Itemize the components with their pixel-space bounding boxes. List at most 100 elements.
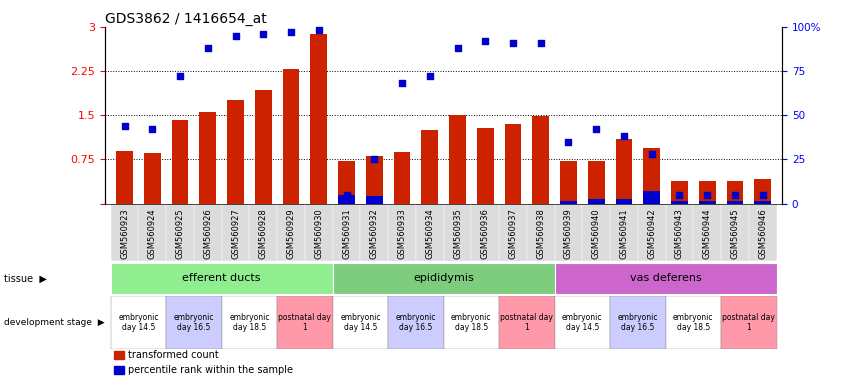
Text: GSM560939: GSM560939 (564, 208, 573, 259)
Text: efferent ducts: efferent ducts (182, 273, 261, 283)
Text: GSM560931: GSM560931 (342, 208, 351, 259)
Point (173, 73, 187, 79)
Bar (616, 139, 632, 204)
Bar (194, 204, 222, 261)
Text: embryonic
day 16.5: embryonic day 16.5 (173, 313, 214, 332)
Bar (333, 296, 389, 349)
Bar (665, 296, 721, 349)
Point (506, 40, 520, 46)
Bar (366, 197, 383, 204)
Bar (338, 195, 355, 204)
Bar (588, 161, 605, 204)
Point (118, 123, 131, 129)
Bar (693, 204, 721, 261)
Bar (560, 200, 577, 204)
Bar (671, 200, 688, 204)
Text: GSM560936: GSM560936 (481, 208, 489, 259)
Bar (477, 128, 494, 204)
Bar (338, 161, 355, 204)
Bar (144, 154, 161, 204)
Bar (588, 199, 605, 204)
Point (257, 31, 270, 37)
Bar (333, 263, 554, 294)
Text: epididymis: epididymis (413, 273, 474, 283)
Bar (366, 156, 383, 204)
Point (673, 192, 686, 198)
Bar (610, 296, 665, 349)
Point (340, 192, 353, 198)
Text: GSM560943: GSM560943 (675, 208, 684, 259)
Bar (167, 204, 194, 261)
Text: embryonic
day 14.5: embryonic day 14.5 (340, 313, 381, 332)
Text: GSM560923: GSM560923 (120, 208, 129, 259)
Bar (532, 116, 549, 204)
Point (617, 133, 631, 139)
Bar (637, 204, 665, 261)
Text: postnatal day
1: postnatal day 1 (500, 313, 553, 332)
Bar (449, 115, 466, 204)
Bar (721, 296, 776, 349)
Text: GSM560926: GSM560926 (204, 208, 212, 259)
Bar (754, 200, 771, 204)
Text: embryonic
day 14.5: embryonic day 14.5 (119, 313, 159, 332)
Bar (643, 147, 660, 204)
Legend: transformed count, percentile rank within the sample: transformed count, percentile rank withi… (110, 346, 298, 379)
Bar (250, 204, 278, 261)
Text: postnatal day
1: postnatal day 1 (722, 313, 775, 332)
Bar (139, 204, 167, 261)
Bar (560, 161, 577, 204)
Bar (505, 124, 521, 204)
Text: GSM560929: GSM560929 (287, 208, 295, 259)
Text: GSM560933: GSM560933 (398, 208, 406, 259)
Text: embryonic
day 18.5: embryonic day 18.5 (229, 313, 270, 332)
Text: embryonic
day 18.5: embryonic day 18.5 (673, 313, 714, 332)
Text: GSM560941: GSM560941 (620, 208, 628, 259)
Point (645, 151, 659, 157)
Text: embryonic
day 16.5: embryonic day 16.5 (395, 313, 436, 332)
Bar (499, 296, 554, 349)
Point (312, 27, 325, 33)
Bar (172, 120, 188, 204)
Text: GSM560930: GSM560930 (315, 208, 323, 259)
Point (229, 33, 242, 39)
Text: GSM560934: GSM560934 (426, 208, 434, 259)
Text: vas deferens: vas deferens (630, 273, 701, 283)
Bar (389, 204, 416, 261)
Bar (471, 204, 499, 261)
Point (395, 80, 409, 86)
Bar (278, 296, 333, 349)
Text: embryonic
day 18.5: embryonic day 18.5 (451, 313, 492, 332)
Bar (421, 130, 438, 204)
Text: embryonic
day 14.5: embryonic day 14.5 (562, 313, 603, 332)
Bar (610, 204, 637, 261)
Text: GSM560942: GSM560942 (648, 208, 656, 259)
Point (728, 192, 742, 198)
Bar (554, 296, 610, 349)
Bar (255, 90, 272, 204)
Bar (305, 204, 333, 261)
Bar (389, 296, 444, 349)
Bar (554, 204, 582, 261)
Bar (699, 200, 716, 204)
Bar (444, 296, 499, 349)
Text: embryonic
day 16.5: embryonic day 16.5 (617, 313, 659, 332)
Text: GSM560944: GSM560944 (703, 208, 711, 259)
Bar (643, 190, 660, 204)
Bar (727, 181, 743, 204)
Point (756, 192, 770, 198)
Text: GSM560935: GSM560935 (453, 208, 462, 259)
Bar (111, 204, 139, 261)
Bar (748, 204, 776, 261)
Bar (222, 296, 278, 349)
Bar (116, 151, 133, 204)
Bar (416, 204, 444, 261)
Text: development stage  ▶: development stage ▶ (4, 318, 105, 327)
Bar (310, 34, 327, 204)
Text: postnatal day
1: postnatal day 1 (278, 313, 331, 332)
Bar (727, 200, 743, 204)
Point (423, 73, 436, 79)
Text: GSM560937: GSM560937 (509, 208, 517, 259)
Text: GSM560945: GSM560945 (731, 208, 739, 259)
Bar (278, 204, 305, 261)
Text: GDS3862 / 1416654_at: GDS3862 / 1416654_at (105, 12, 267, 26)
